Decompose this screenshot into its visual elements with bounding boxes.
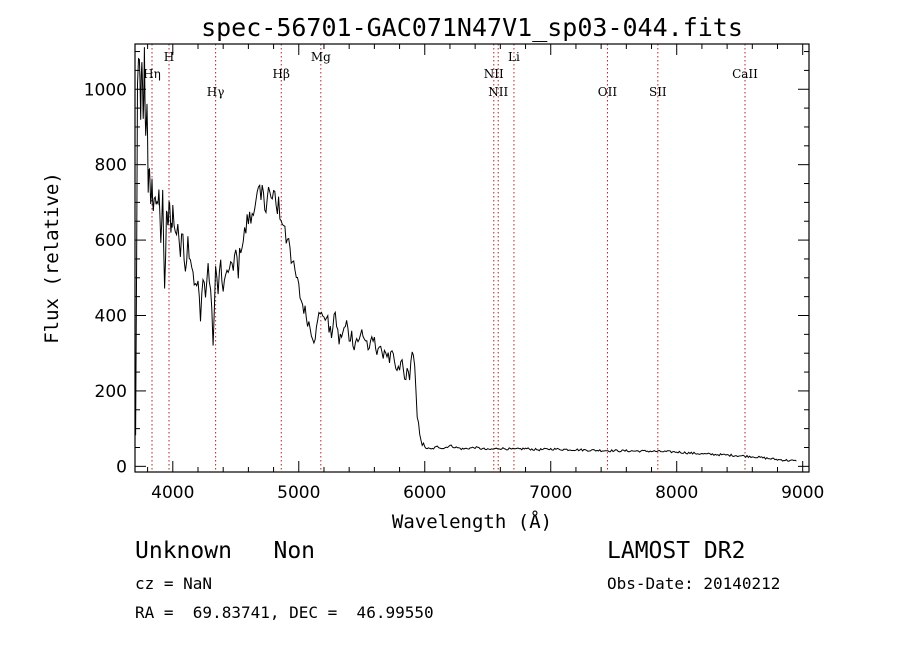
x-axis: 4000 5000 6000 7000 8000 9000: [147, 44, 824, 503]
y-tick-label-2: 400: [95, 307, 127, 327]
object-class: Unknown Non: [135, 538, 316, 564]
y-tick-label-4: 800: [95, 156, 127, 176]
x-tick-label-3: 7000: [529, 483, 572, 503]
obs-date-readout: Obs-Date: 20140212: [607, 574, 781, 593]
survey-name: LAMOST DR2: [607, 538, 746, 564]
x-axis-label: Wavelength (Å): [392, 510, 552, 533]
plot-frame: [134, 43, 810, 473]
y-axis-label: Flux (relative): [41, 172, 63, 344]
y-tick-label-5: 1000: [84, 80, 127, 100]
y-tick-label-1: 200: [95, 382, 127, 402]
marker-label-9: SII: [649, 85, 667, 99]
spectral-line-markers: HηH Hγ Hβ Mg NII NII Li OII SII CaII: [143, 44, 758, 472]
x-tick-label-2: 6000: [403, 483, 446, 503]
x-tick-label-0: 4000: [151, 483, 194, 503]
marker-label-8: OII: [598, 85, 618, 99]
flux-line: [135, 47, 797, 462]
marker-label-3: Hβ: [273, 67, 290, 81]
y-axis: 0 200 400 600 800 1000: [84, 51, 809, 477]
x-tick-label-5: 9000: [781, 483, 824, 503]
y-tick-label-3: 600: [95, 231, 127, 251]
flux-series: [135, 47, 797, 462]
spectrum-plot: spec-56701-GAC071N47V1_sp03-044.fits HηH…: [41, 13, 824, 533]
marker-label-4: Mg: [311, 50, 331, 64]
chart-title: spec-56701-GAC071N47V1_sp03-044.fits: [201, 13, 743, 42]
marker-label-5: NII: [484, 67, 504, 81]
marker-label-2: Hγ: [207, 85, 225, 99]
marker-label-7: Li: [508, 50, 520, 64]
marker-label-6: NII: [488, 85, 508, 99]
marker-label-1: H: [164, 50, 174, 64]
marker-label-0: Hη: [143, 67, 161, 81]
x-tick-label-4: 8000: [655, 483, 698, 503]
coordinates-readout: RA = 69.83741, DEC = 46.99550: [135, 603, 434, 622]
marker-label-10: CaII: [732, 67, 758, 81]
y-tick-label-0: 0: [116, 457, 127, 477]
x-tick-label-1: 5000: [277, 483, 320, 503]
redshift-readout: cz = NaN: [135, 574, 213, 593]
